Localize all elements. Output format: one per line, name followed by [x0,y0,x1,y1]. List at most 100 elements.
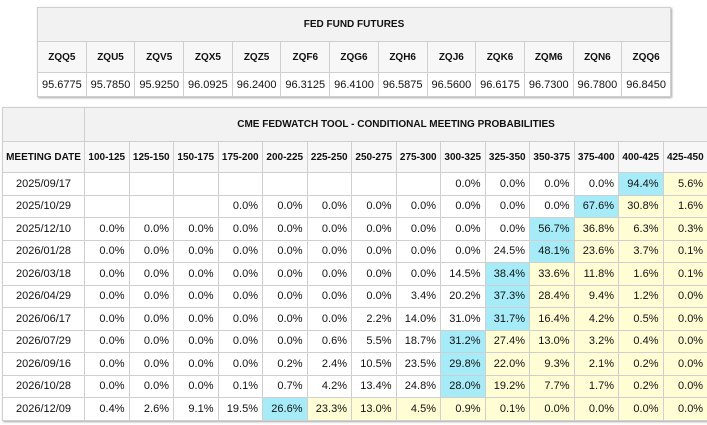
rate-range-header: 225-250 [306,141,352,173]
probability-cell: 0.0% [173,307,219,331]
meeting-date: 2026/01/28 [2,239,85,263]
probability-cell: 0.0% [440,239,486,263]
probability-cell: 0.0% [84,239,130,263]
probability-cell: 0.0% [262,194,308,218]
meeting-date: 2026/04/29 [2,284,85,308]
probability-cell: 23.6% [573,239,619,263]
probability-cell: 0.0% [618,397,664,421]
futures-contract-code: ZQK6 [475,41,525,73]
probability-cell: 0.0% [262,217,308,241]
probability-cell: 0.0% [662,397,707,421]
probability-cell: 0.0% [529,397,575,421]
probability-cell: 28.4% [529,284,575,308]
futures-price: 95.6775 [37,72,87,97]
probability-cell: 27.4% [484,329,530,353]
futures-title: FED FUND FUTURES [37,7,671,42]
meeting-date: 2025/09/17 [2,172,85,196]
probability-cell: 13.0% [351,397,397,421]
probability-cell: 31.0% [440,307,486,331]
meeting-date: 2026/09/16 [2,352,85,376]
probability-cell: 0.2% [618,352,664,376]
futures-contract-code: ZQV5 [134,41,185,73]
futures-contract-code: ZQJ6 [426,41,477,73]
probability-cell: 23.3% [306,397,352,421]
probability-cell: 0.0% [128,307,174,331]
meeting-date: 2026/06/17 [2,307,85,331]
probability-cell: 0.0% [395,262,441,286]
probability-cell: 0.7% [262,374,308,398]
probability-cell: 1.6% [662,194,707,218]
meeting-row: 2025/09/17 0.0% 0.0% 0.0% 0.0% 94.4% 5.6% [2,172,707,196]
probability-cell [217,172,263,196]
rate-range-header: 425-450 [662,141,707,173]
probability-cell: 0.0% [173,239,219,263]
rate-range-header: 275-300 [395,141,441,173]
meeting-row: 2025/12/10 0.0% 0.0% 0.0% 0.0% 0.0% 0.0% 0.0% 0.… [2,217,707,241]
probability-cell: 9.1% [173,397,219,421]
probability-cell [262,172,308,196]
futures-contract-code: ZQQ6 [621,41,671,73]
meeting-date: 2026/12/09 [2,397,85,421]
probability-cell: 3.2% [573,329,619,353]
probability-cell [395,172,441,196]
futures-contract-code: ZQM6 [523,41,574,73]
probability-cell: 0.0% [262,239,308,263]
probability-cell: 0.0% [128,374,174,398]
meeting-row: 2026/03/18 0.0% 0.0% 0.0% 0.0% 0.0% 0.0% 0.0% 0.… [2,262,707,286]
futures-contract-code: ZQQ5 [37,41,87,73]
probability-cell: 0.0% [662,352,707,376]
probability-cell: 31.2% [440,329,486,353]
probability-cell [84,194,130,218]
probability-cell: 2.1% [573,352,619,376]
probability-cell: 24.5% [484,239,530,263]
futures-contract-code: ZQH6 [377,41,428,73]
meeting-date: 2025/12/10 [2,217,85,241]
probability-cell: 0.0% [395,217,441,241]
probability-cell: 0.0% [84,262,130,286]
probability-cell: 9.3% [529,352,575,376]
probability-cell: 33.6% [529,262,575,286]
probability-cell: 13.0% [529,329,575,353]
probability-cell: 0.0% [84,352,130,376]
probability-cell: 0.0% [484,194,530,218]
futures-contract-code: ZQN6 [572,41,623,73]
probability-cell: 0.0% [173,329,219,353]
futures-price: 96.7300 [523,72,574,97]
probability-cell: 48.1% [529,239,575,263]
probability-cell: 37.3% [484,284,530,308]
probability-cell: 0.0% [84,307,130,331]
probability-cell: 0.0% [84,374,130,398]
probability-cell: 0.0% [662,307,707,331]
futures-price: 96.7800 [572,72,623,97]
probability-cell: 0.0% [484,172,530,196]
probability-cell: 0.0% [128,262,174,286]
probability-cell: 9.4% [573,284,619,308]
probability-cell: 36.8% [573,217,619,241]
probabilities-title: CME FEDWATCH TOOL - CONDITIONAL MEETING … [83,107,707,142]
futures-price: 95.9250 [134,72,185,97]
futures-contract-code: ZQF6 [280,41,331,73]
probability-cell: 0.2% [618,374,664,398]
probability-cell: 0.0% [440,172,486,196]
probability-cell: 0.0% [351,239,397,263]
probability-cell: 0.0% [484,217,530,241]
probability-cell: 0.0% [306,217,352,241]
probability-cell: 0.0% [217,194,263,218]
rate-range-header: 250-275 [351,141,397,173]
probability-cell: 10.5% [351,352,397,376]
probability-cell: 0.1% [217,374,263,398]
probability-cell: 0.0% [573,172,619,196]
probability-cell: 5.6% [662,172,707,196]
meeting-date: 2025/10/29 [2,194,85,218]
probability-cell: 0.0% [217,262,263,286]
probability-cell: 2.6% [128,397,174,421]
probability-cell: 0.0% [306,262,352,286]
meeting-row: 2026/06/17 0.0% 0.0% 0.0% 0.0% 0.0% 0.0% 2.2% 14… [2,307,707,331]
probability-cell [351,172,397,196]
probability-cell: 0.0% [173,262,219,286]
probability-cell: 28.0% [440,374,486,398]
probability-cell: 2.2% [351,307,397,331]
probability-cell: 0.0% [440,217,486,241]
probability-cell: 0.0% [217,352,263,376]
probability-cell: 0.1% [662,262,707,286]
